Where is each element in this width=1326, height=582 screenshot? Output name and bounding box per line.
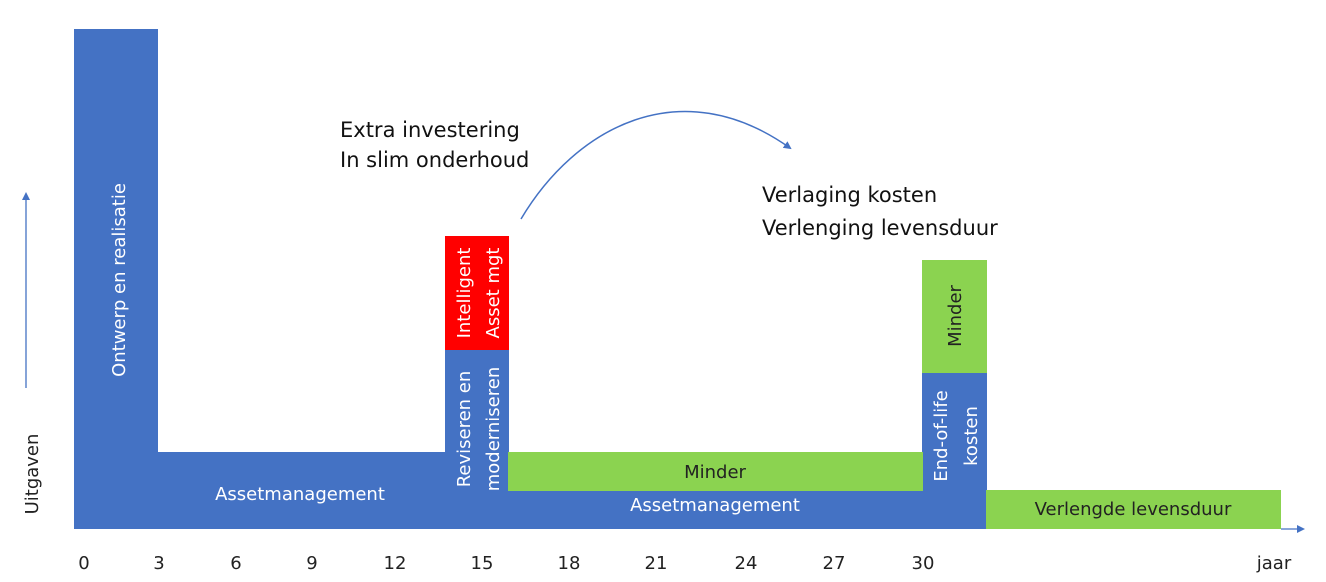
reviseren-label-line1: Reviseren en bbox=[454, 371, 475, 488]
x-tick: 12 bbox=[384, 553, 407, 574]
asset-management-block-2 bbox=[508, 490, 923, 529]
intelligent-asset-mgt-block bbox=[445, 236, 509, 350]
minder-block-2 bbox=[922, 260, 987, 373]
verlaging-kosten-line1: Verlaging kosten bbox=[762, 183, 937, 207]
x-tick: 9 bbox=[306, 553, 317, 574]
x-tick: 27 bbox=[823, 553, 846, 574]
end-of-life-label-line2: kosten bbox=[961, 406, 982, 466]
end-of-life-label-line1: End-of-life bbox=[931, 390, 952, 481]
x-tick: 15 bbox=[471, 553, 494, 574]
intelligent-label-line1: Intelligent bbox=[454, 248, 475, 339]
verlengde-levensduur-block bbox=[986, 490, 1281, 529]
x-axis-ticks: 0 3 6 9 12 15 18 21 24 27 30 bbox=[78, 553, 934, 574]
x-tick: 0 bbox=[78, 553, 89, 574]
x-tick: 18 bbox=[558, 553, 581, 574]
verlaging-kosten-line2: Verlenging levensduur bbox=[762, 216, 998, 240]
minder-label-2: Minder bbox=[945, 284, 966, 346]
extra-investering-line2: In slim onderhoud bbox=[340, 148, 529, 172]
x-tick: 30 bbox=[912, 553, 935, 574]
extra-investering-line1: Extra investering bbox=[340, 118, 520, 142]
minder-label-1: Minder bbox=[684, 462, 746, 483]
x-axis-label: jaar bbox=[1256, 553, 1292, 574]
ontwerp-label: Ontwerp en realisatie bbox=[109, 183, 130, 377]
verlengde-levensduur-label: Verlengde levensduur bbox=[1035, 499, 1232, 520]
y-axis-label: Uitgaven bbox=[22, 434, 43, 515]
curved-arrow-icon bbox=[520, 110, 792, 220]
x-tick: 24 bbox=[735, 553, 758, 574]
x-tick: 6 bbox=[230, 553, 241, 574]
intelligent-label-line2: Asset mgt bbox=[483, 248, 504, 339]
asset-management-block-1 bbox=[74, 452, 446, 529]
ontwerp-block bbox=[74, 29, 158, 529]
asset-management-label-1: Assetmanagement bbox=[215, 484, 385, 505]
asset-management-label-2: Assetmanagement bbox=[630, 495, 800, 516]
minder-block-1 bbox=[508, 452, 923, 491]
reviseren-label-line2: moderniseren bbox=[483, 367, 504, 491]
x-tick: 3 bbox=[153, 553, 164, 574]
end-of-life-block bbox=[922, 372, 987, 529]
reviseren-block bbox=[445, 349, 509, 529]
x-tick: 21 bbox=[645, 553, 668, 574]
